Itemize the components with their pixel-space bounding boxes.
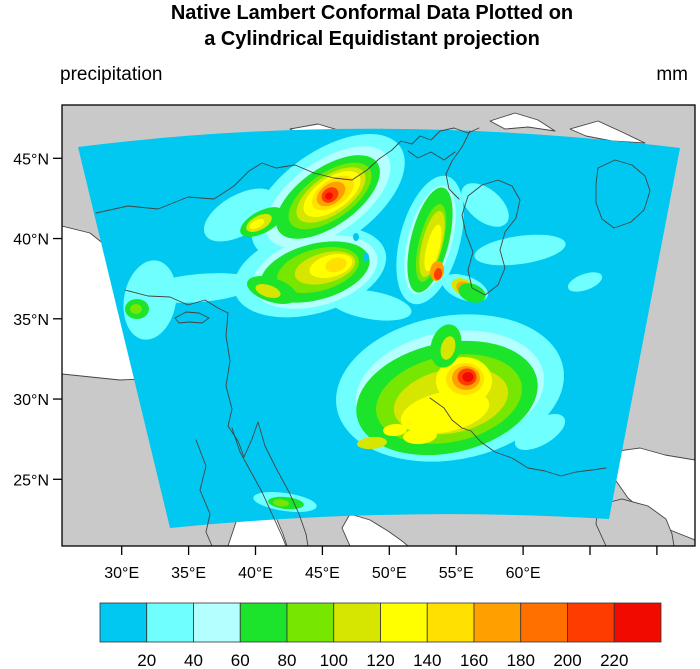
colorbar-cell <box>567 602 615 643</box>
colorbar-level-label: 40 <box>184 651 203 669</box>
coastline <box>195 439 213 546</box>
colorbar-level-label: 220 <box>600 651 628 669</box>
plot-title-line2: a Cylindrical Equidistant projection <box>204 28 540 50</box>
colorbar-level-label: 100 <box>320 651 348 669</box>
contour-ring <box>328 289 412 321</box>
x-tick-label: 55°E <box>439 565 474 582</box>
colorbar-level-label: 120 <box>366 651 394 669</box>
coastline <box>391 127 480 151</box>
coastline <box>174 311 210 324</box>
y-tick-label: 45°N <box>13 151 49 168</box>
contour-ring <box>203 188 277 242</box>
colorbar-cell <box>146 602 194 643</box>
colorbar-level-label: 180 <box>507 651 535 669</box>
contour-ring <box>514 414 566 450</box>
colorbar-cell <box>380 602 428 643</box>
contour-ring <box>433 268 443 280</box>
colorbar-level-label: 80 <box>278 651 297 669</box>
coastline <box>124 289 229 314</box>
colorbar-cell <box>286 602 335 643</box>
colorbar-level-label: 140 <box>413 651 441 669</box>
colorbar-level-label: 160 <box>460 651 488 669</box>
contour-ring <box>363 252 369 262</box>
coastline <box>595 159 651 229</box>
colorbar-level-label: 200 <box>553 651 581 669</box>
contour-ring <box>424 224 442 272</box>
map-axes: 30°E 35°E 40°E 45°E 50°E 55°E 60°E 45°N 40°N 35°N… <box>13 104 696 582</box>
sea-polygon <box>341 513 409 546</box>
colorbar-level-label: 20 <box>137 651 156 669</box>
geography-layer <box>62 105 695 546</box>
coastline <box>231 427 287 546</box>
contour-ring <box>325 257 347 273</box>
coastline <box>429 397 607 477</box>
contour-ring <box>461 183 509 227</box>
colorbar-cell <box>333 602 381 643</box>
coastline <box>95 149 393 214</box>
contour-ring <box>462 372 474 382</box>
colorbar-level-label: 60 <box>231 651 250 669</box>
variable-label: precipitation <box>60 64 162 85</box>
y-tick-label: 35°N <box>13 312 49 329</box>
x-tick-label: 35°E <box>171 565 206 582</box>
contour-ring <box>353 233 359 241</box>
contour-ring <box>123 260 177 340</box>
contour-ring <box>458 283 486 303</box>
colorbar-cell <box>426 602 475 643</box>
contour-fill-layer <box>123 134 603 512</box>
contour-ring <box>249 218 265 230</box>
contour-ring <box>474 234 566 266</box>
x-tick-label: 50°E <box>372 565 407 582</box>
y-tick-label: 30°N <box>13 392 49 409</box>
sea-polygon <box>489 112 556 132</box>
x-tick-label: 30°E <box>104 565 139 582</box>
colorbar-cell <box>613 602 662 643</box>
coastline <box>407 150 456 161</box>
contour-ring <box>255 284 281 298</box>
colorbar-cell <box>239 602 288 643</box>
contour-ring <box>383 423 407 437</box>
x-tick-label: 60°E <box>506 565 541 582</box>
coastline <box>461 179 521 296</box>
coastline <box>257 421 309 546</box>
colorbar-cell <box>473 602 522 643</box>
contour-ring <box>357 436 387 450</box>
x-tick-label: 40°E <box>238 565 273 582</box>
contour-ring <box>403 427 437 445</box>
sea-polygon <box>569 120 646 144</box>
contour-ring <box>567 272 603 292</box>
sea-polygon <box>609 447 695 541</box>
contour-ring <box>440 336 456 360</box>
map-area <box>62 105 695 546</box>
colorbar-cell <box>193 602 241 643</box>
coastline <box>225 312 233 427</box>
units-label: mm <box>656 64 688 85</box>
y-tick-label: 40°N <box>13 232 49 249</box>
colorbar: 20 40 60 80 100 120 140 160 180 200 220 <box>99 602 662 669</box>
plot-title-line1: Native Lambert Conformal Data Plotted on <box>171 2 573 24</box>
x-tick-label: 45°E <box>305 565 340 582</box>
contour-ring <box>273 499 289 507</box>
land-peninsula <box>595 498 675 546</box>
contour-ring <box>130 304 142 314</box>
map-frame <box>61 104 696 547</box>
contour-ring <box>325 192 333 200</box>
colorbar-cell <box>520 602 568 643</box>
coastline <box>445 130 471 200</box>
y-tick-label: 25°N <box>13 472 49 489</box>
colorbar-cell <box>99 602 148 643</box>
